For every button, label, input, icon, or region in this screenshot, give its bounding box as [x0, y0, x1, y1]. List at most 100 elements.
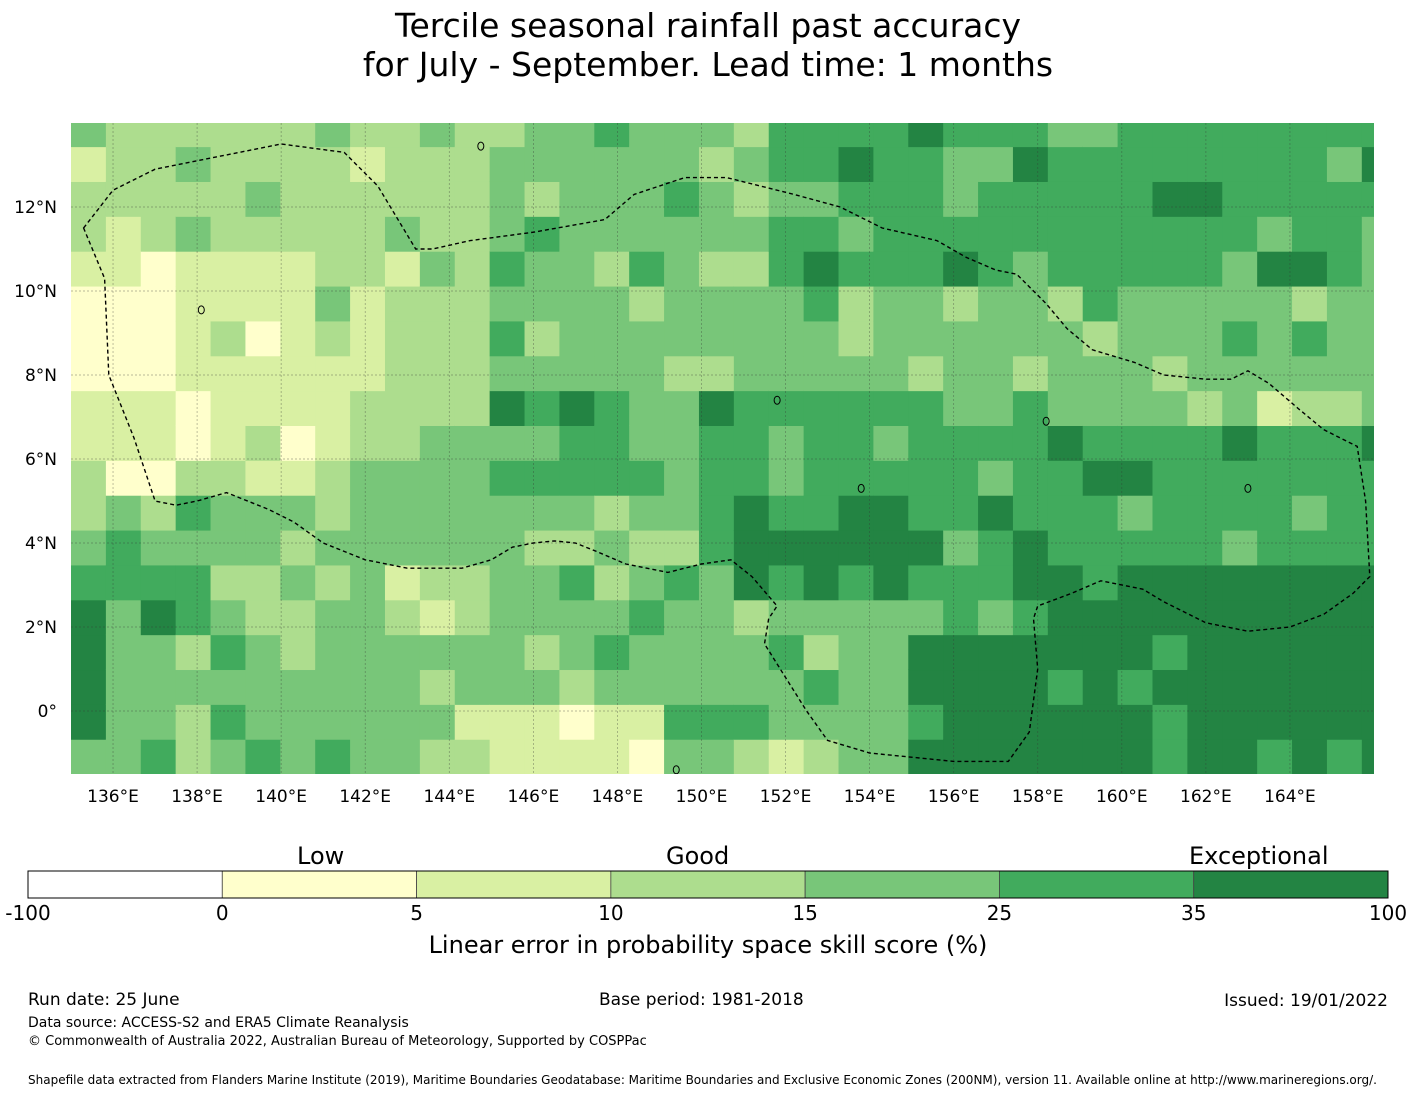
lat-tick-label: 4°N — [25, 534, 57, 554]
skill-cell — [943, 669, 979, 705]
skill-cell — [315, 634, 351, 671]
skill-cell — [315, 669, 351, 705]
skill-cell — [873, 460, 909, 496]
skill-cell — [1292, 564, 1328, 601]
colorbar-tick-label: 0 — [216, 901, 229, 925]
skill-cell — [1292, 146, 1328, 182]
skill-cell — [1222, 634, 1258, 671]
skill-cell — [1222, 181, 1258, 217]
skill-cell — [943, 564, 979, 601]
skill-cell — [1222, 599, 1258, 636]
skill-cell — [350, 634, 386, 671]
skill-cell — [140, 739, 177, 774]
skill-cell — [384, 669, 421, 705]
skill-cell — [1152, 181, 1188, 217]
skill-cell — [908, 460, 944, 496]
skill-cell — [1117, 146, 1154, 182]
island-outline — [1244, 483, 1252, 493]
skill-cell — [1326, 285, 1363, 322]
skill-cell — [280, 704, 316, 740]
skill-cell — [1326, 495, 1363, 531]
skill-cell — [245, 599, 281, 636]
skill-cell — [594, 495, 630, 531]
skill-cell — [245, 669, 281, 705]
skill-cell — [768, 320, 805, 357]
lon-tick-label: 138°E — [171, 787, 223, 807]
skill-cell — [1047, 251, 1084, 287]
colorbar-tick-label: 25 — [987, 901, 1012, 925]
skill-cell — [1257, 285, 1293, 322]
skill-cell — [71, 355, 107, 392]
lon-tick-label: 146°E — [508, 787, 560, 807]
skill-cell — [1326, 181, 1363, 217]
skill-cell — [245, 320, 281, 357]
skill-cell — [838, 285, 874, 322]
skill-cell — [454, 495, 491, 531]
colorbar-tick-label: -100 — [5, 901, 50, 925]
skill-cell — [1257, 425, 1293, 461]
skill-cell — [419, 425, 456, 461]
skill-cell — [419, 320, 456, 357]
skill-cell — [1012, 355, 1049, 392]
skill-cell — [768, 355, 805, 392]
skill-cell — [1187, 251, 1223, 287]
skill-cell — [873, 564, 909, 601]
skill-cell — [1292, 460, 1328, 496]
skill-cell — [594, 425, 630, 461]
skill-cell — [384, 123, 421, 148]
skill-cell — [1361, 529, 1374, 566]
skill-cell — [315, 425, 351, 461]
skill-cell — [489, 460, 526, 496]
skill-cell — [105, 564, 142, 601]
skill-cell — [1257, 564, 1293, 601]
skill-cell — [698, 123, 735, 148]
skill-cell — [1152, 739, 1188, 774]
skill-cell — [1012, 599, 1049, 636]
skill-cell — [489, 564, 526, 601]
skill-cell — [1187, 181, 1223, 217]
skill-cell — [489, 355, 526, 392]
skill-cell — [384, 704, 421, 740]
skill-cell — [594, 564, 630, 601]
skill-cell — [1187, 216, 1223, 252]
skill-cell — [908, 529, 944, 566]
skill-cell — [1292, 634, 1328, 671]
skill-cell — [315, 460, 351, 496]
skill-cell — [1152, 320, 1188, 357]
skill-cell — [559, 634, 595, 671]
skill-cell — [419, 216, 456, 252]
skill-cell — [489, 704, 526, 740]
skill-cell — [664, 390, 700, 426]
skill-cell — [384, 146, 421, 182]
skill-cell — [1117, 320, 1154, 357]
skill-cell — [1361, 425, 1374, 461]
skill-cell — [559, 599, 595, 636]
skill-cell — [1222, 425, 1258, 461]
skill-cell — [419, 146, 456, 182]
skill-cell — [1082, 704, 1119, 740]
skill-cell — [978, 599, 1014, 636]
skill-cell — [1187, 529, 1223, 566]
skill-cell — [629, 146, 665, 182]
skill-cell — [664, 495, 700, 531]
skill-cell — [280, 146, 316, 182]
skill-cell — [315, 564, 351, 601]
skill-cell — [838, 669, 874, 705]
island-outline — [857, 483, 865, 493]
skill-cell — [210, 634, 247, 671]
skill-cell — [803, 564, 840, 601]
skill-cell — [210, 355, 247, 392]
skill-cell — [140, 251, 177, 287]
skill-cell — [943, 634, 979, 671]
skill-cell — [733, 285, 770, 322]
skill-cell — [629, 564, 665, 601]
skill-cell — [350, 285, 386, 322]
skill-cell — [1222, 146, 1258, 182]
skill-cell — [175, 669, 212, 705]
skill-cell — [1361, 460, 1374, 496]
skill-cell — [1047, 181, 1084, 217]
skill-cell — [454, 669, 491, 705]
skill-cell — [873, 390, 909, 426]
skill-cell — [175, 285, 212, 322]
colorbar-bin — [416, 870, 612, 899]
